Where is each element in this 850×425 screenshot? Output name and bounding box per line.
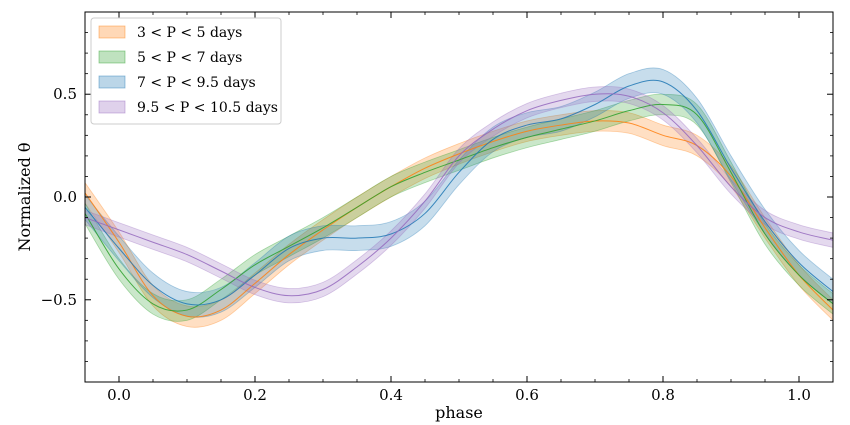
x-tick-label: 0.8 <box>651 386 675 404</box>
series-band-1 <box>85 93 833 322</box>
legend-swatch-0 <box>98 25 126 39</box>
series-band-0 <box>85 110 833 328</box>
y-tick-label: 0.0 <box>53 188 77 206</box>
y-axis-label: Normalized θ <box>15 142 34 251</box>
legend-label-3: 9.5 < P < 10.5 days <box>137 100 278 116</box>
x-axis-label: phase <box>435 403 483 422</box>
x-tick-label: 0.6 <box>515 386 539 404</box>
series-band-3 <box>85 86 833 304</box>
legend-swatch-1 <box>98 50 126 64</box>
axis-ticks: 0.0 0.2 0.4 0.6 0.8 1.0 −0.5 0.0 0.5 <box>41 11 834 404</box>
y-tick-label: 0.5 <box>53 85 77 103</box>
x-tick-label: 1.0 <box>787 386 811 404</box>
series-line-2 <box>85 79 833 306</box>
series-line-1 <box>85 103 833 312</box>
series-line-3 <box>85 93 833 297</box>
x-tick-label: 0.2 <box>243 386 267 404</box>
series-lines <box>85 79 833 318</box>
x-tick-label: 0.4 <box>379 386 403 404</box>
legend-frame <box>90 17 282 125</box>
legend-label-1: 5 < P < 7 days <box>137 50 242 66</box>
series-line-0 <box>85 120 833 318</box>
y-tick-label: −0.5 <box>41 291 77 309</box>
legend: 3 < P < 5 days 5 < P < 7 days 7 < P < 9.5 … <box>90 17 282 125</box>
legend-label-0: 3 < P < 5 days <box>137 25 242 41</box>
legend-swatch-3 <box>98 100 126 114</box>
x-tick-label: 0.0 <box>107 386 131 404</box>
legend-swatch-2 <box>98 75 126 89</box>
legend-label-2: 7 < P < 9.5 days <box>137 75 256 91</box>
